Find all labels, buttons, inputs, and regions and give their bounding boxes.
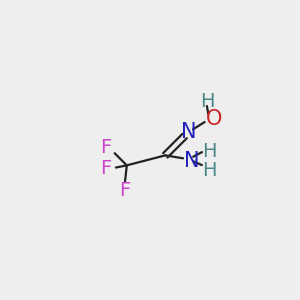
Text: H: H bbox=[202, 142, 216, 161]
Text: H: H bbox=[202, 161, 216, 180]
Text: F: F bbox=[100, 138, 112, 157]
Text: N: N bbox=[181, 122, 196, 142]
Text: F: F bbox=[100, 159, 112, 178]
Text: O: O bbox=[206, 109, 222, 129]
Text: H: H bbox=[200, 92, 215, 111]
Text: F: F bbox=[119, 181, 130, 200]
Text: N: N bbox=[184, 151, 200, 171]
